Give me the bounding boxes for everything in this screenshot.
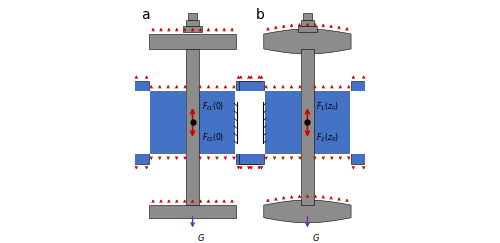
Text: b: b [256, 8, 264, 22]
Bar [301, 20, 314, 26]
Bar [314, 91, 351, 154]
Bar [149, 91, 186, 154]
Bar [303, 13, 312, 20]
Bar [199, 91, 236, 154]
Bar [186, 49, 199, 205]
Bar [188, 13, 197, 20]
Text: $F_{t2}(0)$: $F_{t2}(0)$ [202, 131, 224, 144]
Bar [235, 91, 252, 154]
Bar [186, 20, 199, 26]
Text: $F_2(z_0)$: $F_2(z_0)$ [316, 131, 340, 144]
Bar [298, 26, 316, 32]
Bar [264, 91, 301, 154]
Polygon shape [264, 29, 351, 54]
Bar [350, 91, 366, 154]
Text: $G$: $G$ [312, 232, 320, 243]
Bar [134, 91, 150, 154]
Text: $F_{t1}(0)$: $F_{t1}(0)$ [202, 100, 224, 113]
Bar [248, 91, 265, 154]
Bar [149, 34, 236, 49]
Bar [238, 81, 264, 164]
Bar [124, 81, 149, 164]
Bar [184, 26, 202, 32]
Text: a: a [141, 8, 150, 22]
Polygon shape [264, 200, 351, 223]
Bar [236, 81, 262, 164]
Text: $G$: $G$ [196, 232, 205, 243]
Bar [149, 205, 236, 218]
Bar [301, 49, 314, 205]
Text: $F_1(z_0)$: $F_1(z_0)$ [316, 100, 340, 113]
Bar [351, 81, 376, 164]
